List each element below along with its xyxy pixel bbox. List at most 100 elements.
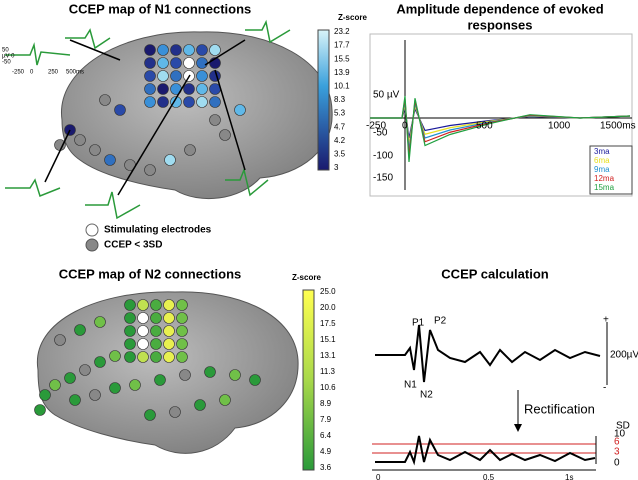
electrode — [144, 57, 156, 69]
peak-label: N2 — [420, 390, 433, 401]
electrode — [219, 129, 231, 141]
legend-label: 12ma — [594, 174, 615, 183]
brain — [36, 291, 299, 454]
electrode — [137, 338, 149, 350]
colorbar-tick: 4.2 — [334, 136, 346, 145]
electrode — [157, 44, 169, 56]
electrode — [157, 96, 169, 108]
electrode — [137, 312, 149, 324]
electrode — [176, 351, 188, 363]
electrode — [144, 96, 156, 108]
x-label: 500 — [476, 121, 493, 132]
peak-label: P2 — [434, 316, 447, 327]
electrode — [74, 134, 86, 146]
evoked-wave — [370, 107, 631, 139]
legend-label: CCEP < 3SD — [104, 240, 162, 251]
panel-title: CCEP calculation — [441, 266, 548, 281]
electrode — [219, 394, 231, 406]
legend-label: 3ma — [594, 147, 610, 156]
electrode — [109, 382, 121, 394]
colorbar — [302, 289, 315, 471]
colorbar-tick: 5.3 — [334, 109, 346, 118]
sd-tick: 10 — [614, 429, 626, 440]
electrode — [144, 83, 156, 95]
electrode — [176, 312, 188, 324]
colorbar-tick: 8.9 — [320, 399, 332, 408]
electrode — [124, 312, 136, 324]
electrode — [163, 325, 175, 337]
y-label: -50 — [373, 128, 388, 139]
panel-title: CCEP map of N1 connections — [69, 1, 252, 16]
axis-title: SD — [616, 421, 630, 432]
colorbar-tick: 11.3 — [320, 367, 336, 376]
electrode — [176, 325, 188, 337]
colorbar-tick: 6.4 — [320, 431, 332, 440]
colorbar-title: Z-score — [338, 13, 367, 22]
electrode — [169, 406, 181, 418]
electrode — [104, 154, 116, 166]
electrode — [114, 104, 126, 116]
electrode — [137, 325, 149, 337]
electrode — [144, 164, 156, 176]
panel-title: responses — [467, 17, 532, 32]
brain — [61, 31, 333, 200]
x-tick: 0.5 — [483, 473, 495, 480]
electrode — [163, 351, 175, 363]
electrode — [183, 57, 195, 69]
colorbar-tick: 4.7 — [334, 122, 346, 131]
electrode — [229, 369, 241, 381]
electrode — [163, 338, 175, 350]
electrode — [129, 379, 141, 391]
arrow-head — [514, 424, 522, 432]
colorbar-tick: 17.5 — [320, 319, 336, 328]
electrode — [54, 334, 66, 346]
colorbar-tick: 15.5 — [334, 54, 350, 63]
electrode — [109, 350, 121, 362]
inset-x-label: 0 — [30, 70, 34, 76]
colorbar-tick: 3.6 — [320, 463, 332, 472]
pointer — [214, 69, 246, 171]
legend-label: 15ma — [594, 183, 615, 192]
y-label: 50 µV — [373, 90, 400, 101]
electrode — [150, 351, 162, 363]
electrode — [196, 57, 208, 69]
panel-title: Amplitude dependence of evoked — [396, 1, 603, 16]
y-label: -100 — [373, 151, 393, 162]
evoked-wave — [370, 95, 631, 163]
electrode — [150, 299, 162, 311]
electrode — [150, 338, 162, 350]
electrode — [209, 96, 221, 108]
electrode — [74, 324, 86, 336]
electrode — [183, 83, 195, 95]
electrode — [99, 94, 111, 106]
electrode — [94, 356, 106, 368]
electrode — [209, 114, 221, 126]
electrode — [150, 312, 162, 324]
inset-x-label: -250 — [12, 70, 25, 76]
wave — [245, 19, 291, 44]
pointer — [69, 39, 121, 61]
colorbar-tick: 20.0 — [320, 303, 336, 312]
x-label: 1500ms — [600, 121, 636, 132]
electrode — [194, 399, 206, 411]
wave — [5, 178, 61, 197]
electrode — [137, 299, 149, 311]
electrode — [196, 70, 208, 82]
electrode — [170, 57, 182, 69]
scale-plus: + — [603, 315, 609, 326]
colorbar-tick: 3 — [334, 163, 339, 172]
wave — [65, 28, 111, 50]
evoked-wave — [370, 104, 631, 145]
colorbar-tick: 3.5 — [334, 150, 346, 159]
peak-label: N1 — [404, 380, 417, 391]
electrode — [234, 104, 246, 116]
electrode — [154, 374, 166, 386]
electrode — [144, 70, 156, 82]
electrode — [79, 364, 91, 376]
electrode — [144, 409, 156, 421]
electrode — [196, 96, 208, 108]
colorbar-tick: 8.3 — [334, 95, 346, 104]
x-label: 0 — [402, 121, 408, 132]
plot-frame — [369, 33, 633, 197]
